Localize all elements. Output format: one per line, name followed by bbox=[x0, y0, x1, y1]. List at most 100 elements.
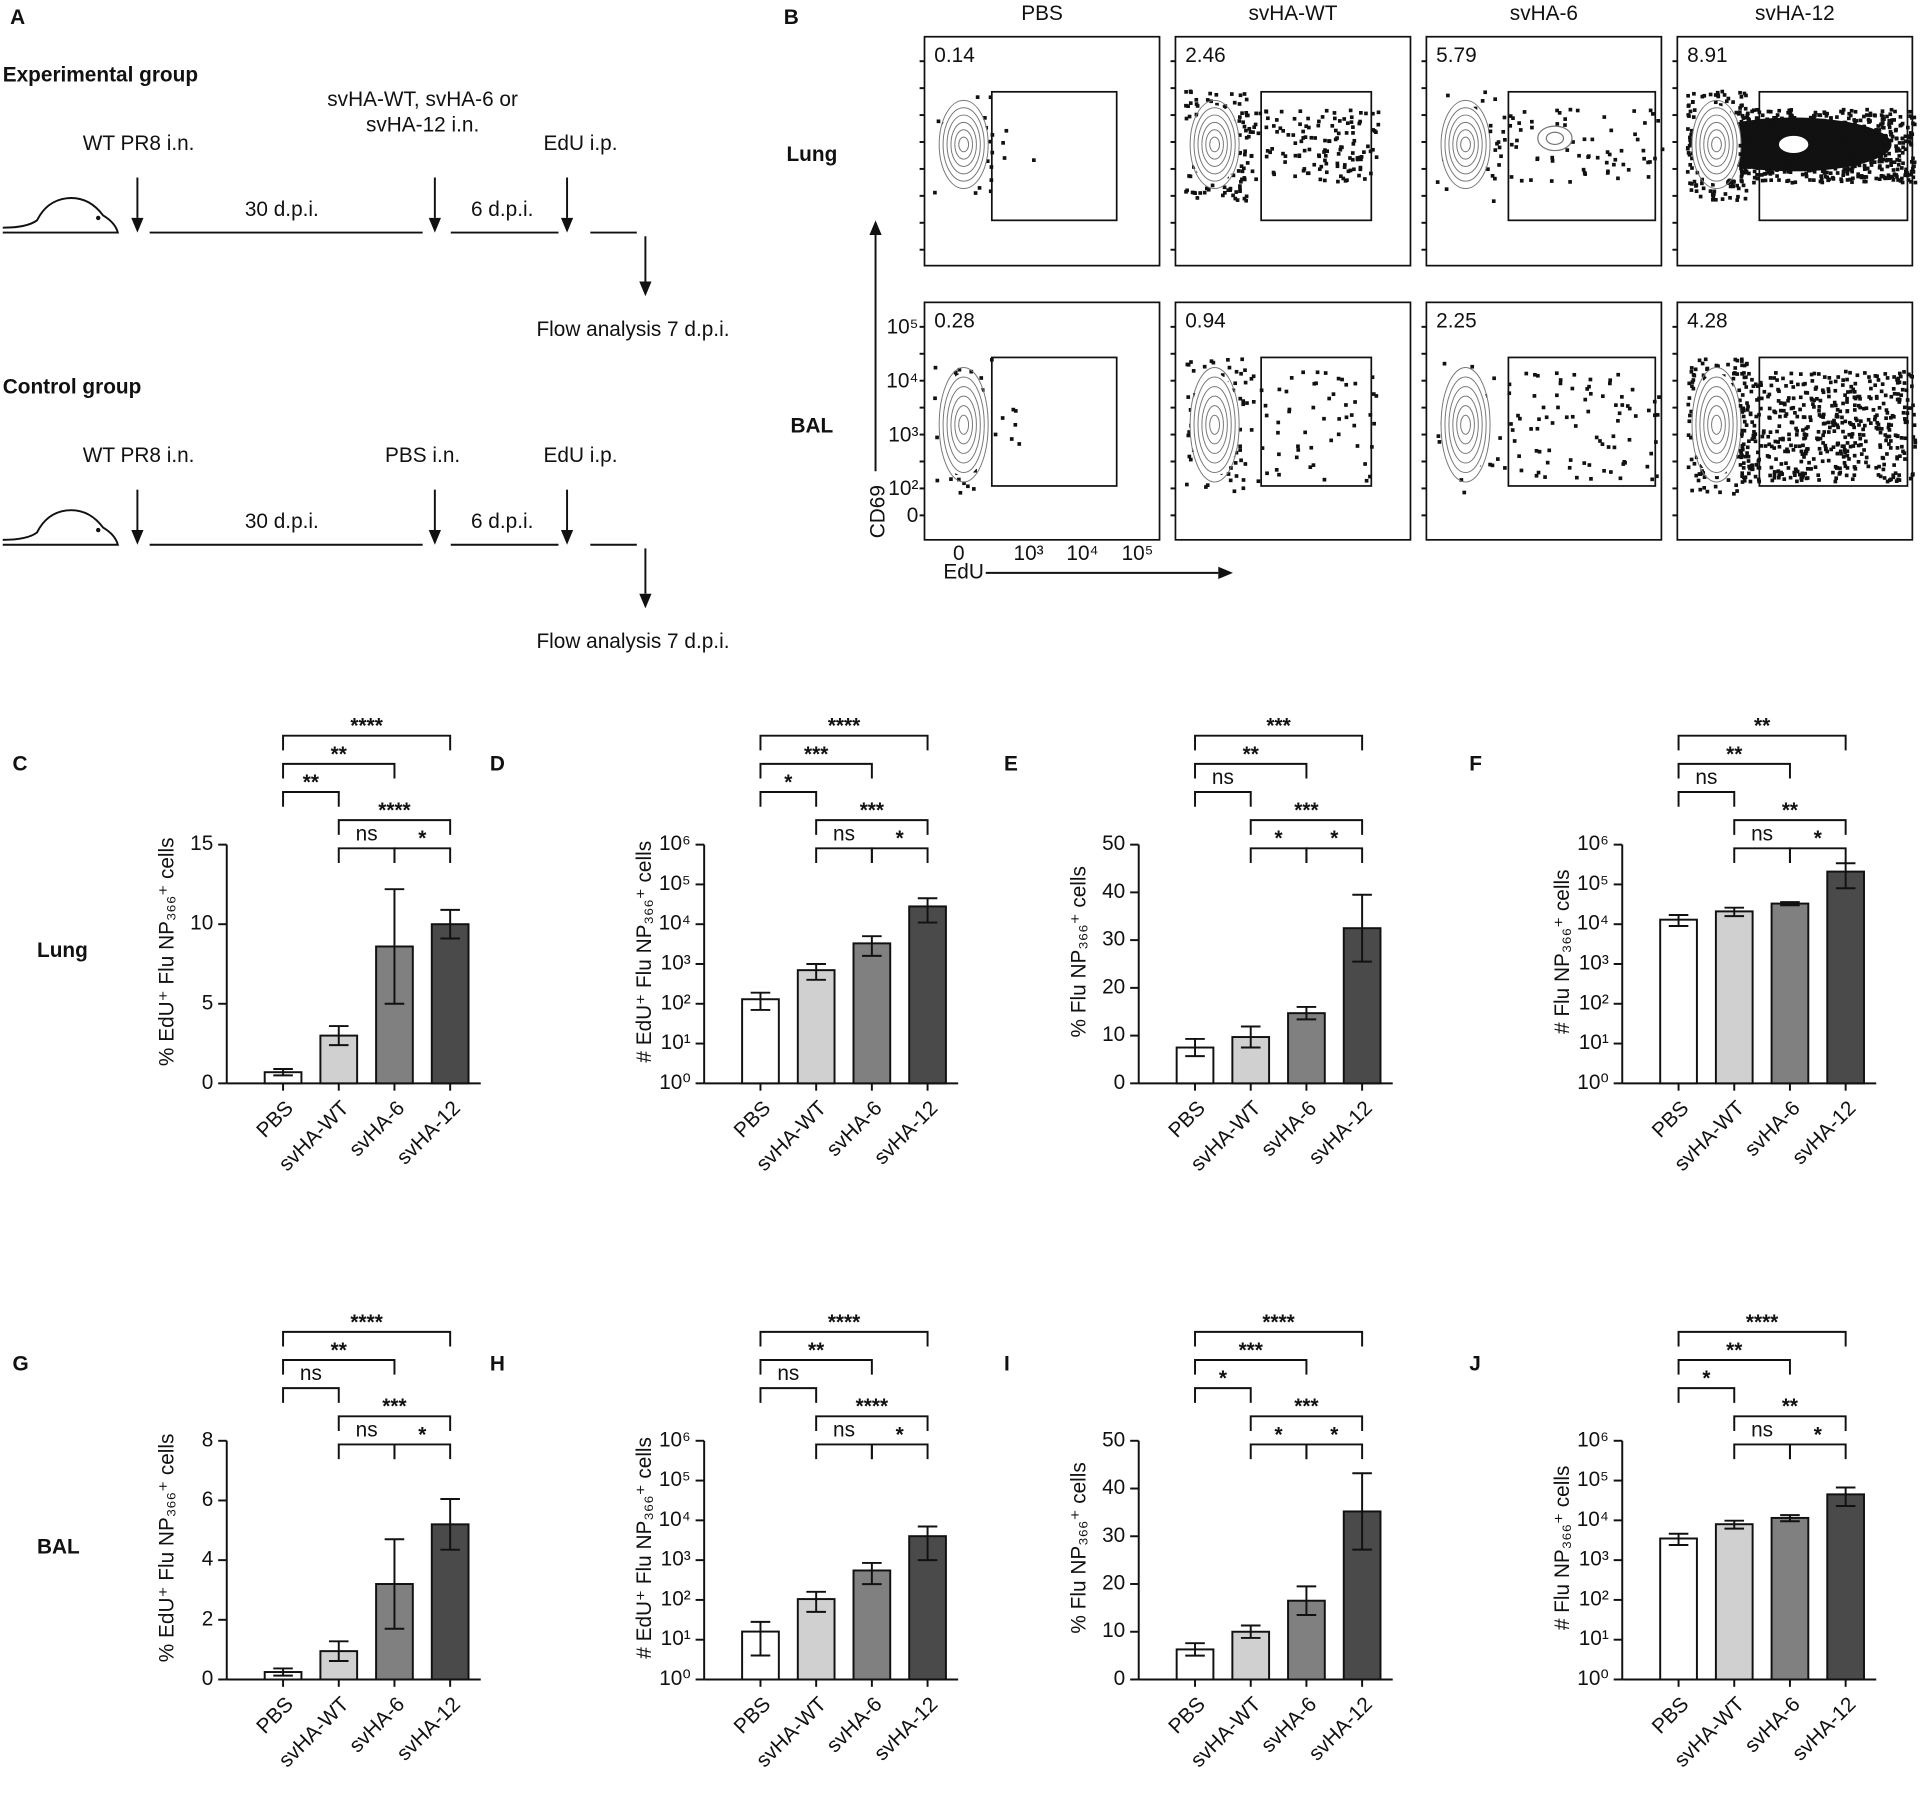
bar bbox=[1826, 1493, 1865, 1681]
event-dot bbox=[1570, 414, 1575, 419]
event-dot bbox=[1782, 169, 1787, 174]
contour bbox=[942, 376, 985, 473]
event-dot bbox=[1852, 123, 1857, 127]
event-dot bbox=[1800, 475, 1805, 480]
event-dot bbox=[1878, 474, 1883, 479]
event-dot bbox=[1892, 172, 1897, 177]
event-dot bbox=[1355, 444, 1360, 448]
event-dot bbox=[1841, 107, 1846, 112]
event-dot bbox=[1902, 417, 1907, 421]
event-dot bbox=[1777, 108, 1782, 113]
event-dot bbox=[1770, 166, 1775, 171]
event-dot bbox=[1776, 475, 1781, 480]
event-dot bbox=[1912, 412, 1916, 417]
event-dot bbox=[1768, 172, 1773, 176]
event-dot bbox=[1808, 157, 1813, 162]
event-dot bbox=[1744, 140, 1749, 145]
event-dot bbox=[1903, 420, 1908, 425]
event-dot bbox=[1895, 380, 1900, 385]
event-dot bbox=[1818, 179, 1823, 184]
event-dot bbox=[1210, 183, 1215, 188]
event-dot bbox=[1880, 382, 1885, 386]
event-dot bbox=[1863, 166, 1868, 171]
event-dot bbox=[1781, 437, 1785, 442]
panel-label: F bbox=[1469, 753, 1482, 776]
event-dot bbox=[1323, 138, 1327, 143]
event-dot bbox=[1881, 467, 1886, 472]
event-dot bbox=[1825, 159, 1830, 164]
event-dot bbox=[1830, 154, 1835, 159]
event-dot bbox=[1689, 457, 1694, 462]
gate-percentage: 0.14 bbox=[934, 44, 974, 67]
significance-label: * bbox=[1330, 827, 1339, 850]
event-dot bbox=[1889, 423, 1894, 427]
flow-plot-frame bbox=[1425, 301, 1663, 541]
event-dot bbox=[1766, 394, 1770, 399]
event-dot bbox=[1606, 445, 1611, 449]
event-dot bbox=[1306, 116, 1310, 121]
event-dot bbox=[1740, 165, 1744, 169]
event-dot bbox=[1686, 151, 1691, 155]
significance-label: ** bbox=[331, 743, 348, 766]
event-dot bbox=[1276, 430, 1280, 435]
event-dot bbox=[1287, 407, 1292, 412]
event-dot bbox=[1480, 99, 1485, 103]
event-dot bbox=[1745, 361, 1749, 366]
event-dot bbox=[1535, 156, 1540, 161]
event-dot bbox=[1303, 430, 1308, 435]
contour bbox=[1456, 405, 1475, 445]
event-dot bbox=[1749, 136, 1754, 141]
contour bbox=[1695, 376, 1738, 473]
event-dot bbox=[1336, 179, 1340, 184]
event-dot bbox=[1187, 114, 1192, 119]
y-axis-label: # Flu NP₃₆₆⁺ cells bbox=[1551, 1466, 1574, 1631]
event-dot bbox=[1768, 169, 1773, 174]
event-dot bbox=[1800, 134, 1805, 138]
y-axis-label: # EdU⁺ Flu NP₃₆₆⁺ cells bbox=[633, 841, 656, 1063]
event-dot bbox=[1600, 442, 1605, 447]
event-dot bbox=[1826, 389, 1831, 394]
event-dot bbox=[1600, 394, 1605, 399]
event-dot bbox=[1322, 178, 1327, 183]
event-dot bbox=[1748, 412, 1753, 417]
event-dot bbox=[1776, 137, 1781, 141]
event-dot bbox=[1253, 122, 1258, 127]
contour bbox=[1711, 136, 1722, 153]
event-dot bbox=[1900, 150, 1905, 155]
event-dot bbox=[1793, 444, 1798, 449]
event-dot bbox=[1588, 377, 1593, 382]
event-dot bbox=[1266, 116, 1270, 121]
event-dot bbox=[1622, 460, 1627, 464]
event-dot bbox=[1209, 359, 1214, 364]
event-dot bbox=[1835, 171, 1840, 175]
event-dot bbox=[1747, 464, 1751, 469]
event-dot bbox=[1483, 90, 1488, 95]
event-dot bbox=[1740, 172, 1744, 177]
event-dot bbox=[1602, 468, 1606, 473]
mouse-eye bbox=[96, 527, 101, 533]
event-dot bbox=[1758, 155, 1763, 159]
event-dot bbox=[1775, 174, 1779, 178]
event-dot bbox=[1799, 120, 1803, 125]
event-dot bbox=[1857, 394, 1862, 399]
event-dot bbox=[1241, 166, 1246, 171]
event-dot bbox=[1889, 477, 1893, 482]
event-dot bbox=[1900, 136, 1905, 141]
event-dot bbox=[1625, 404, 1630, 408]
event-dot bbox=[1893, 433, 1898, 438]
event-dot bbox=[1833, 379, 1838, 384]
event-dot bbox=[1790, 114, 1794, 118]
event-dot bbox=[1517, 121, 1522, 125]
event-dot bbox=[1742, 371, 1746, 375]
event-dot bbox=[1747, 171, 1751, 176]
event-dot bbox=[1739, 121, 1744, 125]
event-dot bbox=[1017, 442, 1022, 446]
event-dot bbox=[1887, 442, 1891, 446]
event-dot bbox=[1864, 439, 1868, 444]
event-dot bbox=[1738, 463, 1743, 467]
event-dot bbox=[1187, 454, 1192, 459]
significance-label: ns bbox=[833, 1418, 855, 1441]
event-dot bbox=[1853, 441, 1858, 445]
event-dot bbox=[1798, 128, 1803, 133]
event-dot bbox=[1793, 120, 1798, 125]
